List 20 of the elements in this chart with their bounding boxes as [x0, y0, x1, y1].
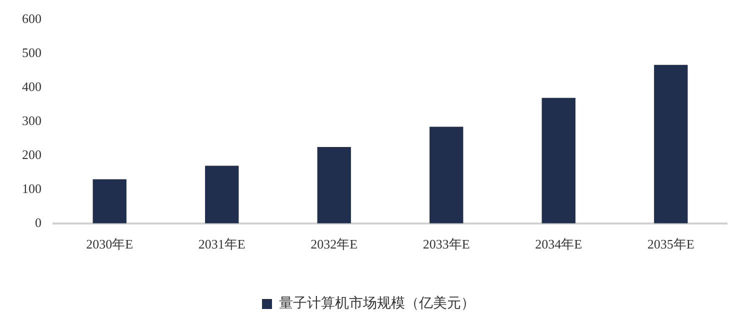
- y-tick-label: 400: [22, 79, 42, 94]
- x-tick-label: 2035年E: [647, 236, 694, 252]
- y-tick-label: 100: [22, 180, 42, 196]
- y-tick-label: 0: [35, 214, 42, 230]
- x-tick-label: 2031年E: [198, 236, 246, 252]
- bar: [92, 179, 126, 224]
- y-tick-label: 500: [22, 45, 42, 60]
- y-tick-label: 200: [22, 146, 42, 162]
- legend-label: 量子计算机市场规模（亿美元）: [279, 296, 475, 312]
- bar: [430, 126, 464, 224]
- x-tick-label: 2034年E: [535, 236, 582, 252]
- x-tick-label: 2032年E: [310, 236, 358, 252]
- bar: [205, 166, 239, 224]
- y-tick-label: 600: [22, 11, 42, 26]
- bar: [542, 98, 576, 224]
- bar: [317, 147, 351, 224]
- y-tick-label: 300: [22, 113, 42, 128]
- x-tick-label: 2033年E: [422, 236, 470, 252]
- x-tick-label: 2030年E: [86, 236, 134, 252]
- bar: [654, 64, 688, 224]
